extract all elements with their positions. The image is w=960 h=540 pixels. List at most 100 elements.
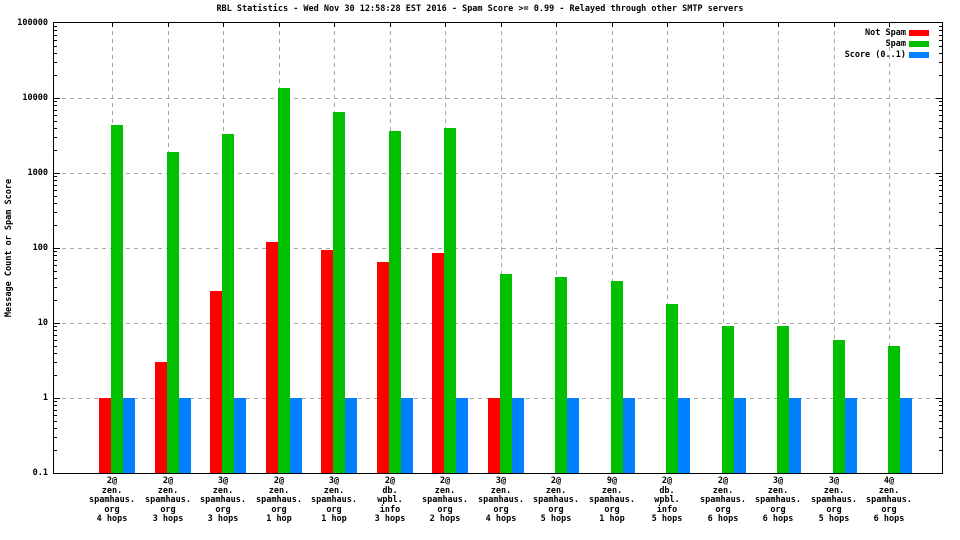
x-tick <box>834 23 835 27</box>
y-minor-tick <box>939 353 942 354</box>
x-tick <box>279 23 280 27</box>
y-minor-tick <box>939 203 942 204</box>
x-tick-label: 2@ zen. spamhaus. org 4 hops <box>88 476 136 524</box>
gridline-horizontal <box>54 98 942 99</box>
y-minor-tick <box>939 105 942 106</box>
y-minor-tick <box>54 340 57 341</box>
y-minor-tick <box>939 212 942 213</box>
y-minor-tick <box>54 225 57 226</box>
y-major-tick <box>54 173 60 174</box>
chart-title: RBL Statistics - Wed Nov 30 12:58:28 EST… <box>216 4 744 14</box>
y-minor-tick <box>54 405 57 406</box>
gridline-vertical <box>501 23 502 473</box>
gridline-horizontal <box>54 173 942 174</box>
x-tick <box>168 23 169 27</box>
y-minor-tick <box>939 176 942 177</box>
legend-label: Spam <box>885 38 906 49</box>
y-minor-tick <box>54 330 57 331</box>
y-minor-tick <box>939 110 942 111</box>
y-minor-tick <box>939 326 942 327</box>
y-minor-tick <box>939 362 942 363</box>
y-minor-tick <box>939 190 942 191</box>
y-minor-tick <box>939 30 942 31</box>
bar-not-spam <box>377 262 389 473</box>
y-minor-tick <box>939 421 942 422</box>
gridline-vertical <box>667 23 668 473</box>
y-minor-tick <box>939 340 942 341</box>
y-minor-tick <box>939 335 942 336</box>
bar-spam <box>278 88 290 473</box>
legend-row: Spam <box>845 38 929 49</box>
bar-score <box>734 398 746 473</box>
bar-score <box>567 398 579 473</box>
y-minor-tick <box>54 185 57 186</box>
bar-score <box>512 398 524 473</box>
y-major-tick <box>936 323 942 324</box>
bar-score <box>789 398 801 473</box>
y-minor-tick <box>54 450 57 451</box>
x-tick <box>612 23 613 27</box>
x-tick-label: 3@ zen. spamhaus. org 6 hops <box>754 476 802 524</box>
bar-score <box>401 398 413 473</box>
y-minor-tick <box>939 46 942 47</box>
y-minor-tick <box>54 421 57 422</box>
bar-spam <box>666 304 678 473</box>
y-minor-tick <box>939 415 942 416</box>
bar-not-spam <box>488 398 500 473</box>
bar-spam <box>389 131 401 473</box>
y-minor-tick <box>54 110 57 111</box>
y-minor-tick <box>54 180 57 181</box>
x-tick-label: 3@ zen. spamhaus. org 4 hops <box>477 476 525 524</box>
y-minor-tick <box>939 128 942 129</box>
y-minor-tick <box>939 137 942 138</box>
y-minor-tick <box>54 415 57 416</box>
x-tick <box>223 23 224 27</box>
y-minor-tick <box>54 190 57 191</box>
y-tick-label: 1000 <box>27 168 48 178</box>
y-minor-tick <box>939 401 942 402</box>
bar-score <box>678 398 690 473</box>
y-tick-label: 1 <box>42 393 48 403</box>
y-minor-tick <box>54 121 57 122</box>
y-minor-tick <box>54 300 57 301</box>
y-minor-tick <box>54 30 57 31</box>
x-tick-label: 2@ zen. spamhaus. org 3 hops <box>144 476 192 524</box>
y-minor-tick <box>54 46 57 47</box>
legend-swatch <box>909 51 929 58</box>
y-minor-tick <box>939 278 942 279</box>
y-minor-tick <box>939 150 942 151</box>
y-major-tick <box>54 98 60 99</box>
x-tick-label: 4@ zen. spamhaus. org 6 hops <box>865 476 913 524</box>
y-minor-tick <box>939 271 942 272</box>
legend-swatch <box>909 29 929 36</box>
y-minor-tick <box>939 35 942 36</box>
y-minor-tick <box>54 326 57 327</box>
y-minor-tick <box>54 150 57 151</box>
bar-spam <box>167 152 179 473</box>
legend-row: Score (0..1) <box>845 49 929 60</box>
y-minor-tick <box>54 105 57 106</box>
x-tick-label: 2@ zen. spamhaus. org 5 hops <box>532 476 580 524</box>
legend-label: Not Spam <box>865 27 906 38</box>
bar-spam <box>722 326 734 473</box>
bar-not-spam <box>321 250 333 473</box>
y-minor-tick <box>939 437 942 438</box>
y-minor-tick <box>54 271 57 272</box>
plot-area: Not Spam Spam Score (0..1) <box>53 22 943 474</box>
gridline-vertical <box>556 23 557 473</box>
y-minor-tick <box>939 101 942 102</box>
x-tick-label: 2@ db. wpbl. info 3 hops <box>374 476 406 524</box>
y-minor-tick <box>54 353 57 354</box>
bar-score <box>345 398 357 473</box>
x-tick <box>390 23 391 27</box>
legend-row: Not Spam <box>845 27 929 38</box>
legend-label: Score (0..1) <box>844 49 906 60</box>
y-tick-label: 100 <box>32 243 48 253</box>
y-tick-label: 10000 <box>22 93 48 103</box>
y-tick-label: 100000 <box>17 18 48 28</box>
y-minor-tick <box>54 251 57 252</box>
y-minor-tick <box>54 335 57 336</box>
y-minor-tick <box>54 128 57 129</box>
y-minor-tick <box>939 121 942 122</box>
